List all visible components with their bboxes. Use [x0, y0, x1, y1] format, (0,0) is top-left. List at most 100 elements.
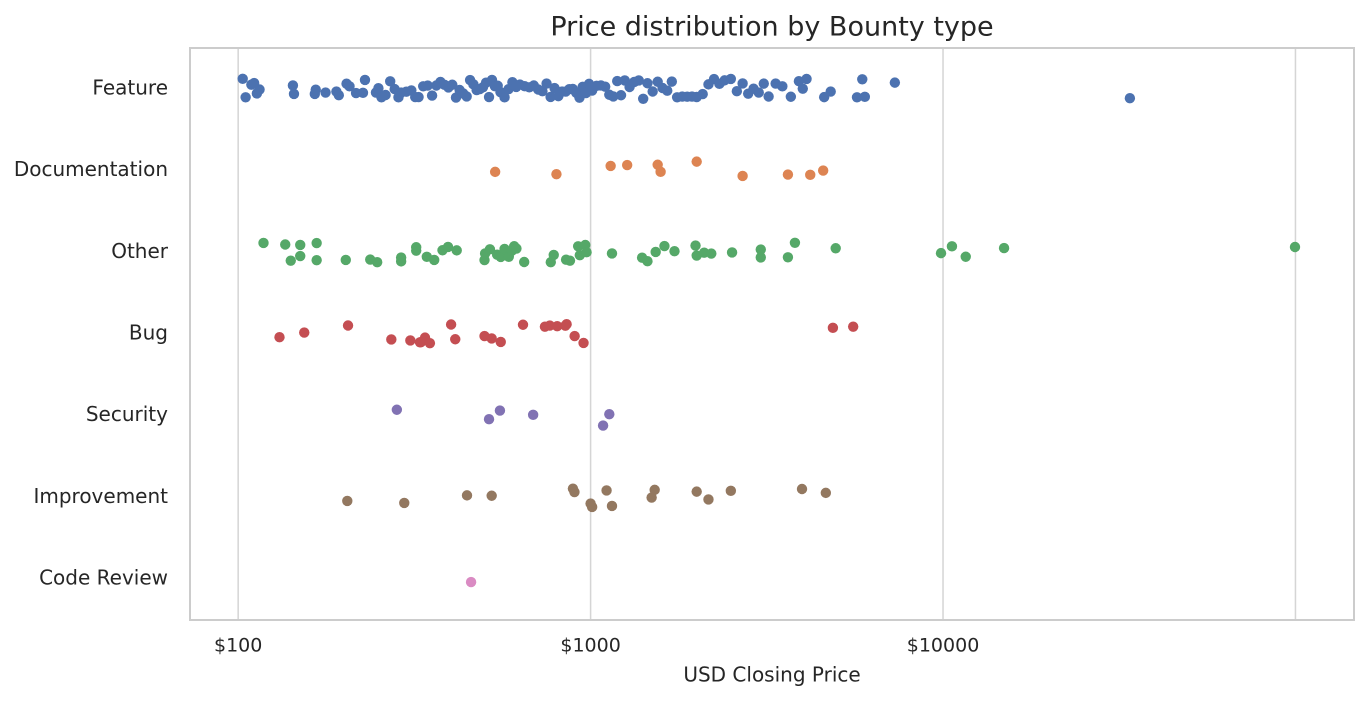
point: [386, 334, 397, 345]
point: [545, 91, 556, 103]
point: [691, 156, 702, 167]
y-tick-label: Other: [111, 239, 169, 263]
point: [753, 87, 764, 98]
point: [633, 75, 644, 86]
point: [541, 78, 552, 89]
point: [258, 237, 269, 249]
point: [494, 405, 506, 416]
point: [827, 322, 839, 334]
point: [731, 85, 743, 97]
point: [461, 490, 473, 501]
x-tick-label: $100: [214, 635, 262, 657]
point: [274, 331, 285, 343]
point: [495, 251, 506, 263]
point: [666, 76, 678, 87]
point: [537, 85, 548, 97]
point: [424, 337, 436, 349]
point: [511, 243, 522, 254]
point: [495, 336, 506, 348]
point: [581, 247, 592, 258]
grid: [237, 48, 1297, 620]
point: [782, 252, 794, 263]
point: [552, 320, 563, 332]
point: [737, 170, 748, 182]
chart-title: Price distribution by Bounty type: [550, 12, 993, 43]
point: [586, 501, 598, 513]
point: [796, 483, 808, 495]
point: [486, 490, 497, 501]
y-tick-label: Security: [86, 402, 168, 426]
point: [697, 88, 708, 100]
point: [342, 320, 354, 331]
point: [391, 404, 403, 415]
point: [564, 255, 576, 266]
point: [1124, 93, 1136, 104]
point: [659, 240, 670, 252]
marks: [237, 73, 1301, 588]
point: [998, 242, 1010, 254]
point: [725, 485, 737, 497]
point: [287, 80, 299, 91]
point: [445, 319, 457, 330]
point: [499, 92, 510, 103]
point: [310, 84, 321, 95]
point: [384, 76, 396, 87]
point: [857, 74, 868, 85]
point: [725, 73, 737, 85]
point: [817, 165, 829, 176]
point: [847, 321, 859, 332]
point: [642, 256, 653, 267]
x-axis-label: USD Closing Price: [683, 663, 860, 687]
point: [801, 73, 812, 85]
point: [691, 486, 702, 497]
point: [578, 337, 589, 349]
point: [606, 500, 618, 512]
point: [280, 239, 291, 250]
point: [442, 241, 454, 253]
point: [649, 484, 660, 496]
point: [889, 77, 901, 88]
point: [295, 250, 306, 262]
point: [240, 92, 251, 103]
point: [518, 256, 530, 268]
point: [429, 254, 440, 266]
point: [690, 240, 701, 251]
point: [650, 246, 661, 258]
point: [373, 83, 384, 94]
point: [527, 409, 539, 421]
point: [601, 485, 612, 496]
point: [706, 248, 717, 259]
point: [1289, 241, 1301, 253]
point: [489, 166, 501, 178]
point: [344, 81, 355, 92]
point: [311, 237, 322, 249]
point: [859, 91, 871, 103]
point: [703, 494, 714, 505]
point: [311, 254, 322, 266]
point: [288, 88, 300, 100]
point: [342, 495, 353, 507]
point: [295, 239, 306, 251]
point: [785, 91, 797, 102]
point: [483, 91, 495, 103]
point: [615, 90, 627, 101]
point: [380, 89, 391, 101]
point: [604, 408, 615, 420]
point: [357, 87, 369, 99]
x-tick-label: $1000: [560, 635, 620, 657]
y-tick-label: Improvement: [33, 484, 168, 508]
point: [426, 90, 438, 101]
point: [825, 86, 836, 97]
point: [447, 79, 458, 90]
point: [851, 92, 863, 103]
point: [517, 319, 529, 330]
point: [320, 87, 331, 98]
y-tick-label: Feature: [92, 75, 168, 99]
point: [605, 160, 616, 172]
point: [606, 248, 618, 259]
point: [399, 497, 410, 509]
point: [777, 81, 788, 92]
y-tick-label: Bug: [129, 321, 168, 345]
x-tick-label: $10000: [907, 635, 980, 657]
